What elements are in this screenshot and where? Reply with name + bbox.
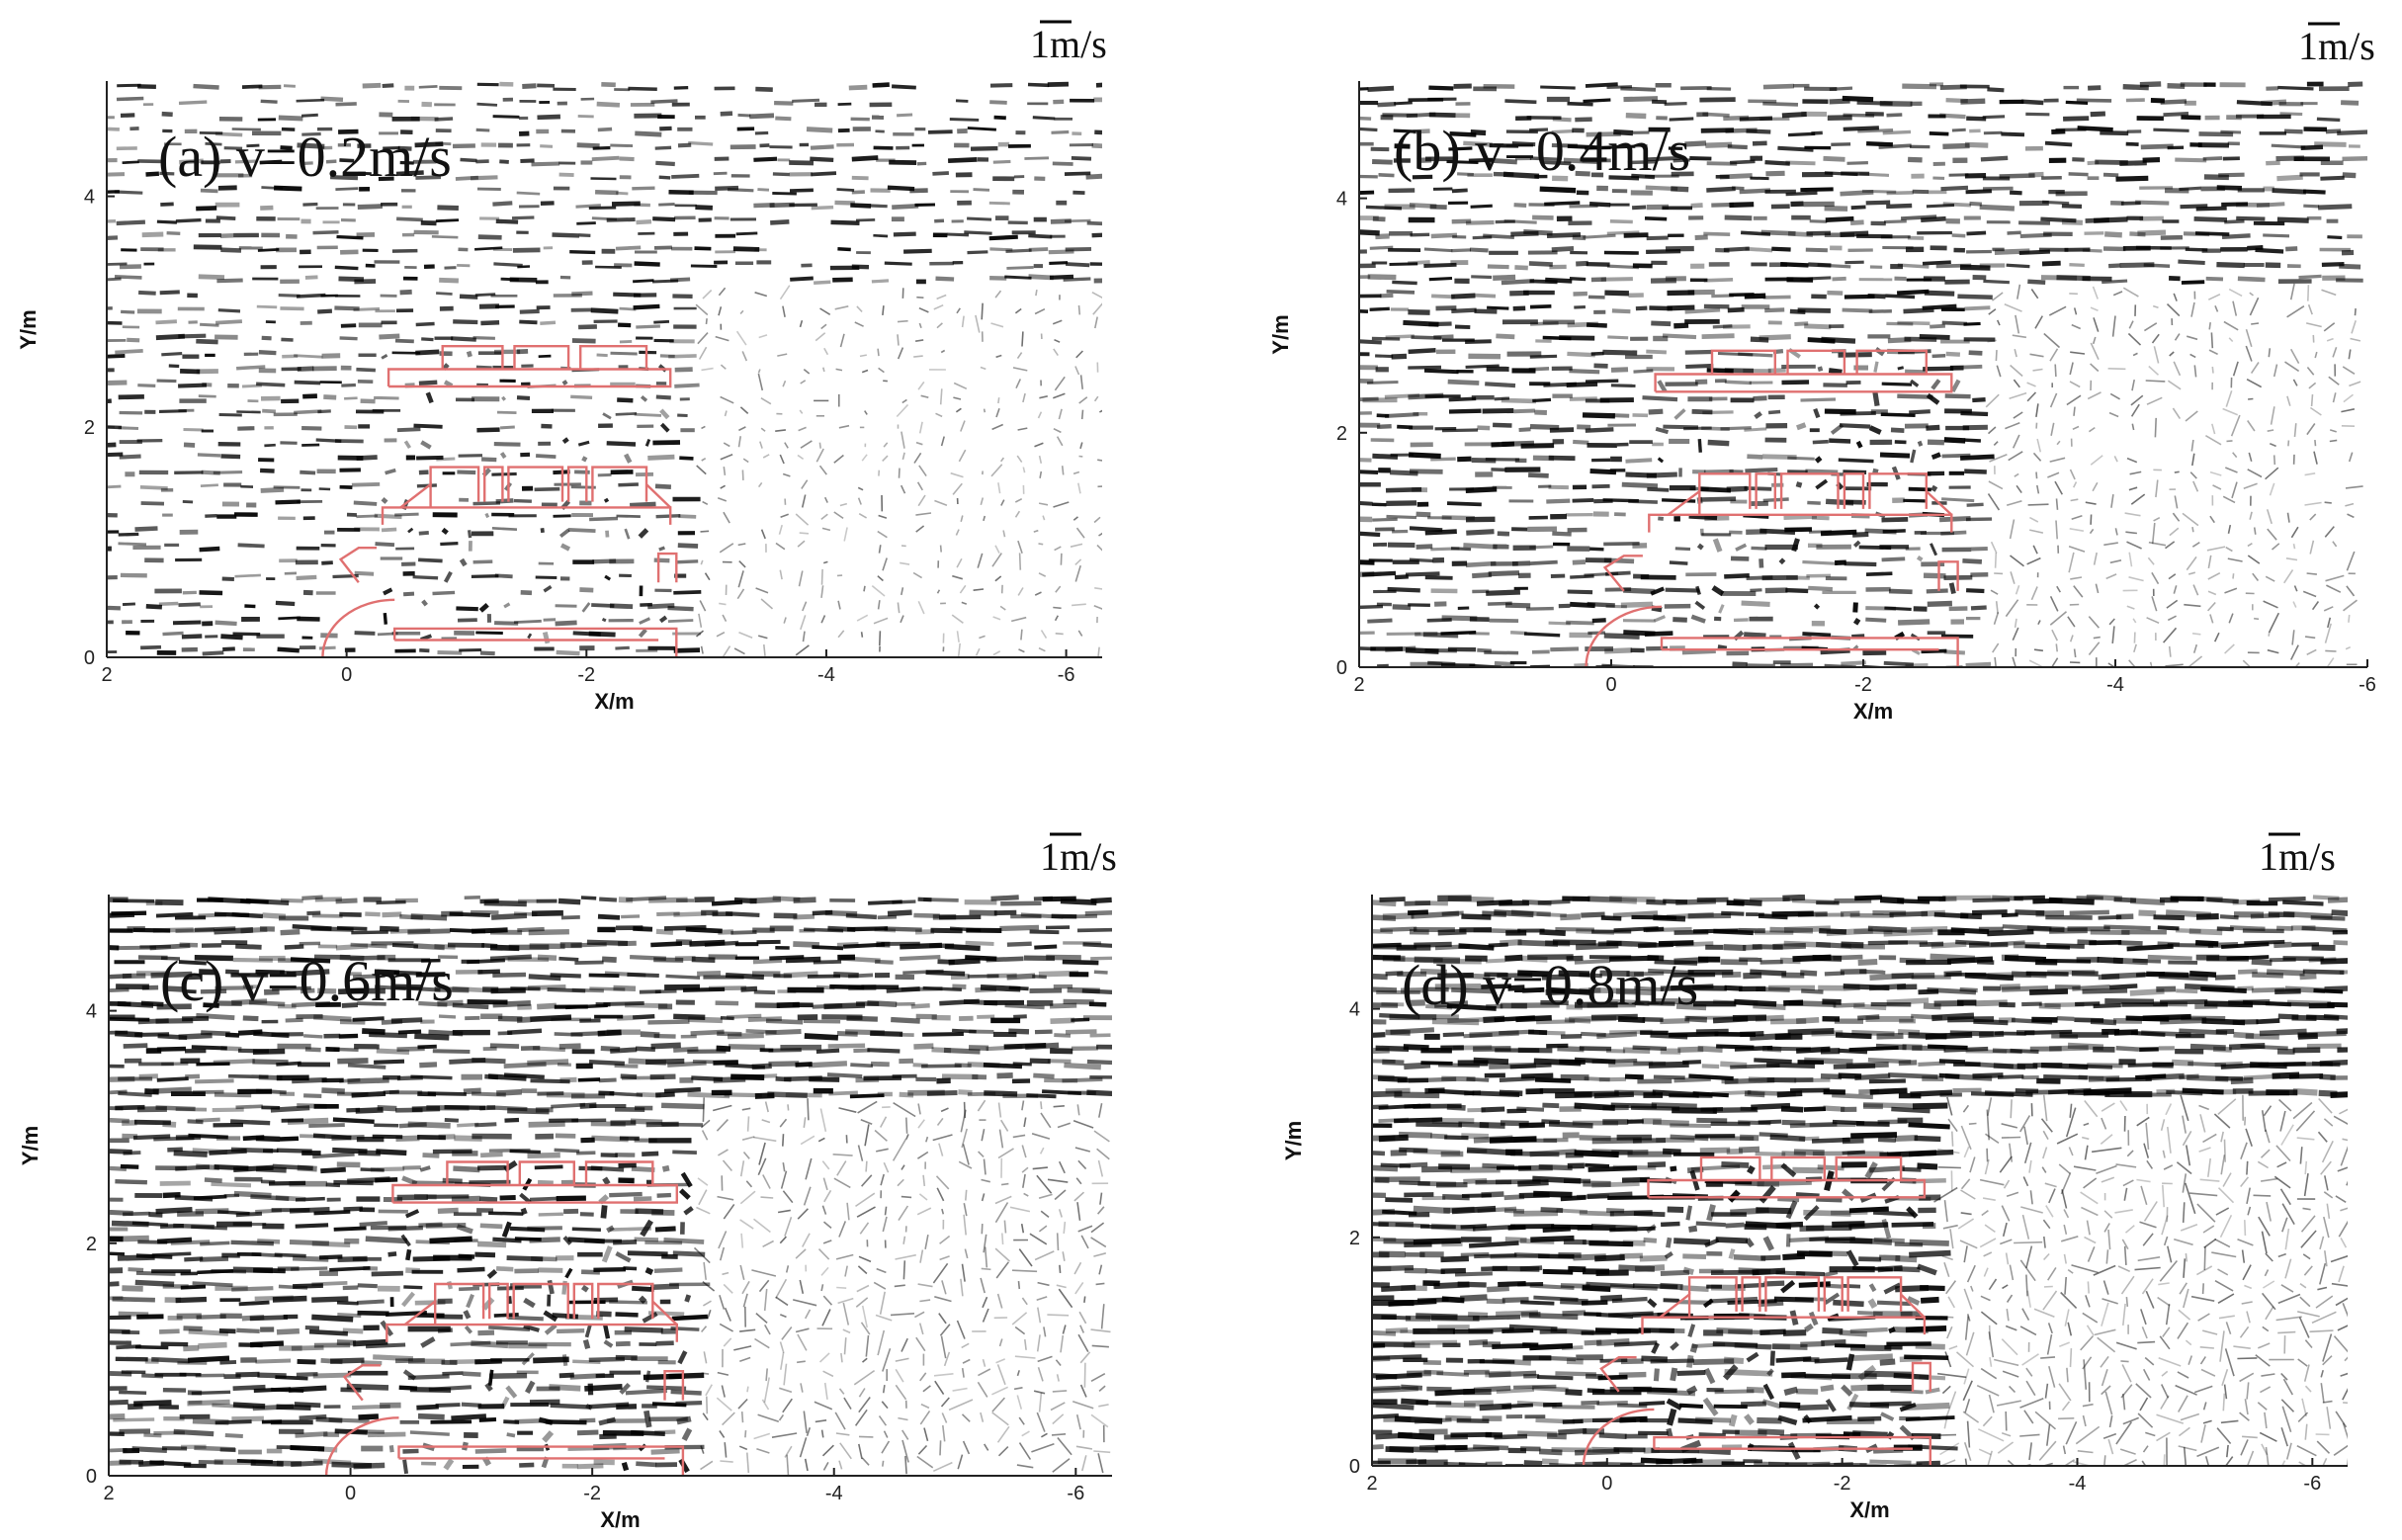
x-tick-label: -4 <box>817 664 835 686</box>
y-tick-label: 4 <box>1349 999 1360 1021</box>
y-tick-label: 2 <box>86 1234 97 1255</box>
x-tick-label: -2 <box>583 1483 601 1504</box>
y-tick-label: 2 <box>84 417 95 439</box>
panel-label: (d) v=0.8m/s <box>1402 953 1698 1017</box>
x-axis-title: X/m <box>1849 1497 1889 1522</box>
x-tick-label: -6 <box>2303 1473 2321 1495</box>
y-tick-label: 4 <box>84 187 95 209</box>
x-tick-label: 0 <box>345 1483 356 1504</box>
x-tick-label: -6 <box>1067 1483 1084 1504</box>
reference-vector-label: 1m/s <box>1040 834 1117 879</box>
structure-outline <box>321 345 678 658</box>
y-tick-label: 2 <box>1349 1228 1360 1249</box>
panel-label: (a) v=0.2m/s <box>158 125 452 189</box>
y-tick-label: 2 <box>1336 423 1347 445</box>
panel-label: (b) v=0.4m/s <box>1394 119 1690 183</box>
structure-outline <box>1582 1155 1932 1467</box>
x-tick-label: -2 <box>577 664 595 686</box>
x-tick-label: 2 <box>103 1483 114 1504</box>
x-tick-label: 0 <box>1601 1473 1612 1495</box>
vector-arrows <box>107 81 1102 657</box>
y-tick-label: 4 <box>1336 189 1347 211</box>
x-tick-label: -4 <box>825 1483 843 1504</box>
x-tick-label: -4 <box>2069 1473 2087 1495</box>
x-axis-title: X/m <box>594 689 634 714</box>
x-tick-label: -2 <box>1834 1473 1851 1495</box>
x-tick-label: 0 <box>341 664 352 686</box>
y-tick-label: 0 <box>86 1466 97 1488</box>
y-axis-title: Y/m <box>1281 1121 1306 1160</box>
y-axis-title: Y/m <box>1268 314 1293 354</box>
x-tick-label: 2 <box>101 664 112 686</box>
y-axis-title: Y/m <box>16 309 41 349</box>
x-axis-title: X/m <box>600 1507 640 1532</box>
vector-arrows <box>109 895 1112 1476</box>
x-tick-label: 0 <box>1605 674 1616 696</box>
reference-vector-label: 1m/s <box>1030 22 1107 66</box>
y-axis-title: Y/m <box>18 1126 43 1165</box>
x-tick-label: -6 <box>1058 664 1075 686</box>
x-tick-label: -4 <box>2106 674 2124 696</box>
y-tick-label: 4 <box>86 1001 97 1023</box>
reference-vector-label: 1m/s <box>2298 24 2375 68</box>
y-tick-label: 0 <box>1336 657 1347 679</box>
reference-vector-label: 1m/s <box>2259 834 2336 879</box>
structure-outline <box>1585 349 1959 668</box>
x-tick-label: 2 <box>1366 1473 1377 1495</box>
y-tick-label: 0 <box>1349 1456 1360 1478</box>
structure-outline <box>324 1160 685 1477</box>
vector-arrows <box>1359 81 2367 667</box>
x-axis-title: X/m <box>1853 699 1893 724</box>
y-tick-label: 0 <box>84 647 95 669</box>
x-tick-label: -2 <box>1854 674 1872 696</box>
x-tick-label: 2 <box>1353 674 1364 696</box>
vector-arrows <box>1372 895 2348 1466</box>
x-tick-label: -6 <box>2359 674 2376 696</box>
panel-label: (c) v=0.6m/s <box>160 949 454 1013</box>
